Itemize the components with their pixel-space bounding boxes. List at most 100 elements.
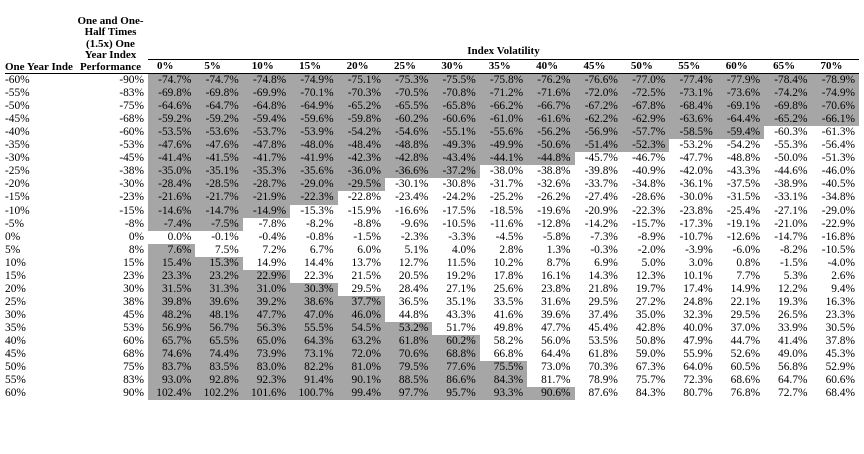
return-cell: -10.5% [821,243,855,256]
table-row: 0% 0% 0.0% -0.1% -0.4% -0.8% -1.5% -2.3% -3.3% -4… [5,231,859,244]
return-cell: -69.8% [148,87,196,101]
return-cell: 15.4% [148,256,196,270]
return-cell: -22.8% [347,191,381,204]
leveraged-performance-cell: -53% [119,139,144,152]
return-cell: 92.8% [195,374,243,388]
return-cell: -62.9% [621,113,670,127]
volatility-header-cell: 55% [669,59,717,75]
index-performance-cell: 35% [5,321,26,334]
return-cell: -63.6% [669,113,717,127]
return-cell: -26.2% [537,191,571,204]
return-cell: 14.9% [730,282,761,295]
index-performance-cell: -45% [5,113,30,126]
return-cell: -69.1% [716,100,765,114]
leveraged-performance-cell: 83% [123,374,144,387]
return-cell: 53.5% [588,334,618,347]
return-cell: 5.0% [641,256,666,269]
return-cell: -53.2% [679,139,713,152]
return-cell: 6.7% [309,243,334,256]
return-cell: -10.5% [442,217,476,230]
return-cell: 91.4% [290,374,338,388]
return-cell: 64.4% [541,348,571,361]
return-cell: 7.2% [262,243,287,256]
return-cell: -25.4% [726,204,761,217]
return-cell: 56.0% [541,334,571,347]
return-cell: 7.7% [736,269,761,282]
return-cell: 6.0% [357,243,381,256]
return-cell: -54.2% [726,139,761,152]
return-cell: 31.5% [148,282,196,296]
return-cell: -37.2% [432,165,480,179]
return-cell: -55.1% [432,126,480,140]
return-cell: 84.3% [635,387,666,400]
volatility-header-cell: 65% [764,59,812,75]
return-cell: 88.5% [384,374,433,388]
return-cell: 10.1% [683,269,713,282]
return-cell: 79.5% [384,361,433,375]
return-cell: -37.5% [726,178,761,191]
return-cell: 23.2% [195,269,243,283]
return-cell: -77.4% [669,73,717,88]
return-cell: -28.4% [148,178,196,192]
index-performance-cell: 25% [5,295,26,308]
return-cell: 60.6% [825,374,855,387]
return-cell: -36.6% [384,165,433,179]
return-cell: -75.3% [384,73,433,88]
table-row: -25% -38% -35.0% -35.1% -35.3% -35.6% -36.0% -3… [5,165,859,179]
return-cell: -8.2% [306,217,334,230]
index-performance-cell: -40% [5,126,30,139]
return-cell: -23.8% [679,204,713,217]
return-cell: -38.0% [489,165,524,178]
return-cell: 77.6% [432,361,480,375]
table-row: 25% 38% 39.8% 39.6% 39.2% 38.6% 37.7% 36.5% 35.1… [5,295,859,309]
return-cell: -47.6% [148,139,196,153]
return-cell: 87.6% [588,387,618,400]
return-cell: 90.1% [337,374,385,388]
return-cell: 49.0% [778,348,808,361]
return-cell: -17.3% [679,217,713,230]
table-row: 5% 8% 7.6% 7.5% 7.2% 6.7% 6.0% 5.1% 4.0% 2.8% 1.3%… [5,243,859,257]
return-cell: -60.6% [432,113,480,127]
return-cell: 54.5% [337,321,385,335]
return-cell: -47.6% [195,139,243,153]
return-cell: 55.9% [683,348,713,361]
return-cell: 47.9% [683,334,713,347]
table-row: 10% 15% 15.4% 15.3% 14.9% 14.4% 13.7% 12.7% 11.5… [5,256,859,270]
return-cell: -70.1% [290,87,338,101]
return-cell: 32.3% [683,308,713,321]
return-cell: 64.0% [683,361,713,374]
return-cell: 3.0% [688,256,713,269]
return-cell: -78.9% [811,73,859,88]
return-cell: -25.2% [489,191,524,204]
return-cell: -48.8% [726,152,761,165]
volatility-header-cell: 60% [716,59,765,75]
return-cell: -21.9% [242,191,291,205]
volatility-header-cell: 35% [479,59,528,75]
return-cell: -35.3% [242,165,291,179]
index-performance-cell: 55% [5,374,26,387]
return-cell: -76.6% [574,73,622,88]
return-cell: -15.7% [632,217,666,230]
table-row: 40% 60% 65.7% 65.5% 65.0% 64.3% 63.2% 61.8% 60.2… [5,334,859,349]
volatility-header-cell: 45% [574,59,622,75]
return-cell: -30.0% [679,191,713,204]
return-cell: 70.3% [588,361,618,374]
return-cell: -50.6% [527,139,575,153]
return-cell: 42.8% [635,321,666,334]
return-cell: 19.2% [446,269,476,282]
return-cell: -31.7% [489,178,524,191]
return-cell: -65.2% [337,100,385,114]
payoff-table: One Year Index Performance One and One-H… [5,6,859,401]
return-cell: 80.7% [683,387,713,400]
return-cell: -58.5% [669,126,717,140]
return-cell: 56.9% [148,321,196,335]
volatility-header-cell: 70% [811,59,859,75]
leveraged-performance-cell: 23% [123,269,144,282]
volatility-header-cell: 50% [621,59,670,75]
leveraged-performance-cell: 0% [128,230,144,243]
return-cell: -69.8% [195,87,243,101]
leveraged-performance-cell: -83% [119,87,144,100]
return-cell: -48.4% [337,139,385,153]
table-row: -55% -83% -69.8% -69.8% -69.9% -70.1% -70.3% -7… [5,87,859,101]
index-performance-cell: 15% [5,269,26,282]
